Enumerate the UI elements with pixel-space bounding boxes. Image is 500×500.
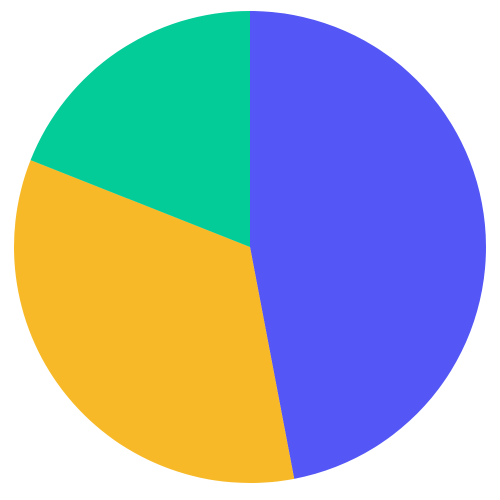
- pie-slice-2: [13, 160, 295, 484]
- pie-slice-1: [250, 11, 486, 479]
- pie-slice-3: [30, 10, 250, 247]
